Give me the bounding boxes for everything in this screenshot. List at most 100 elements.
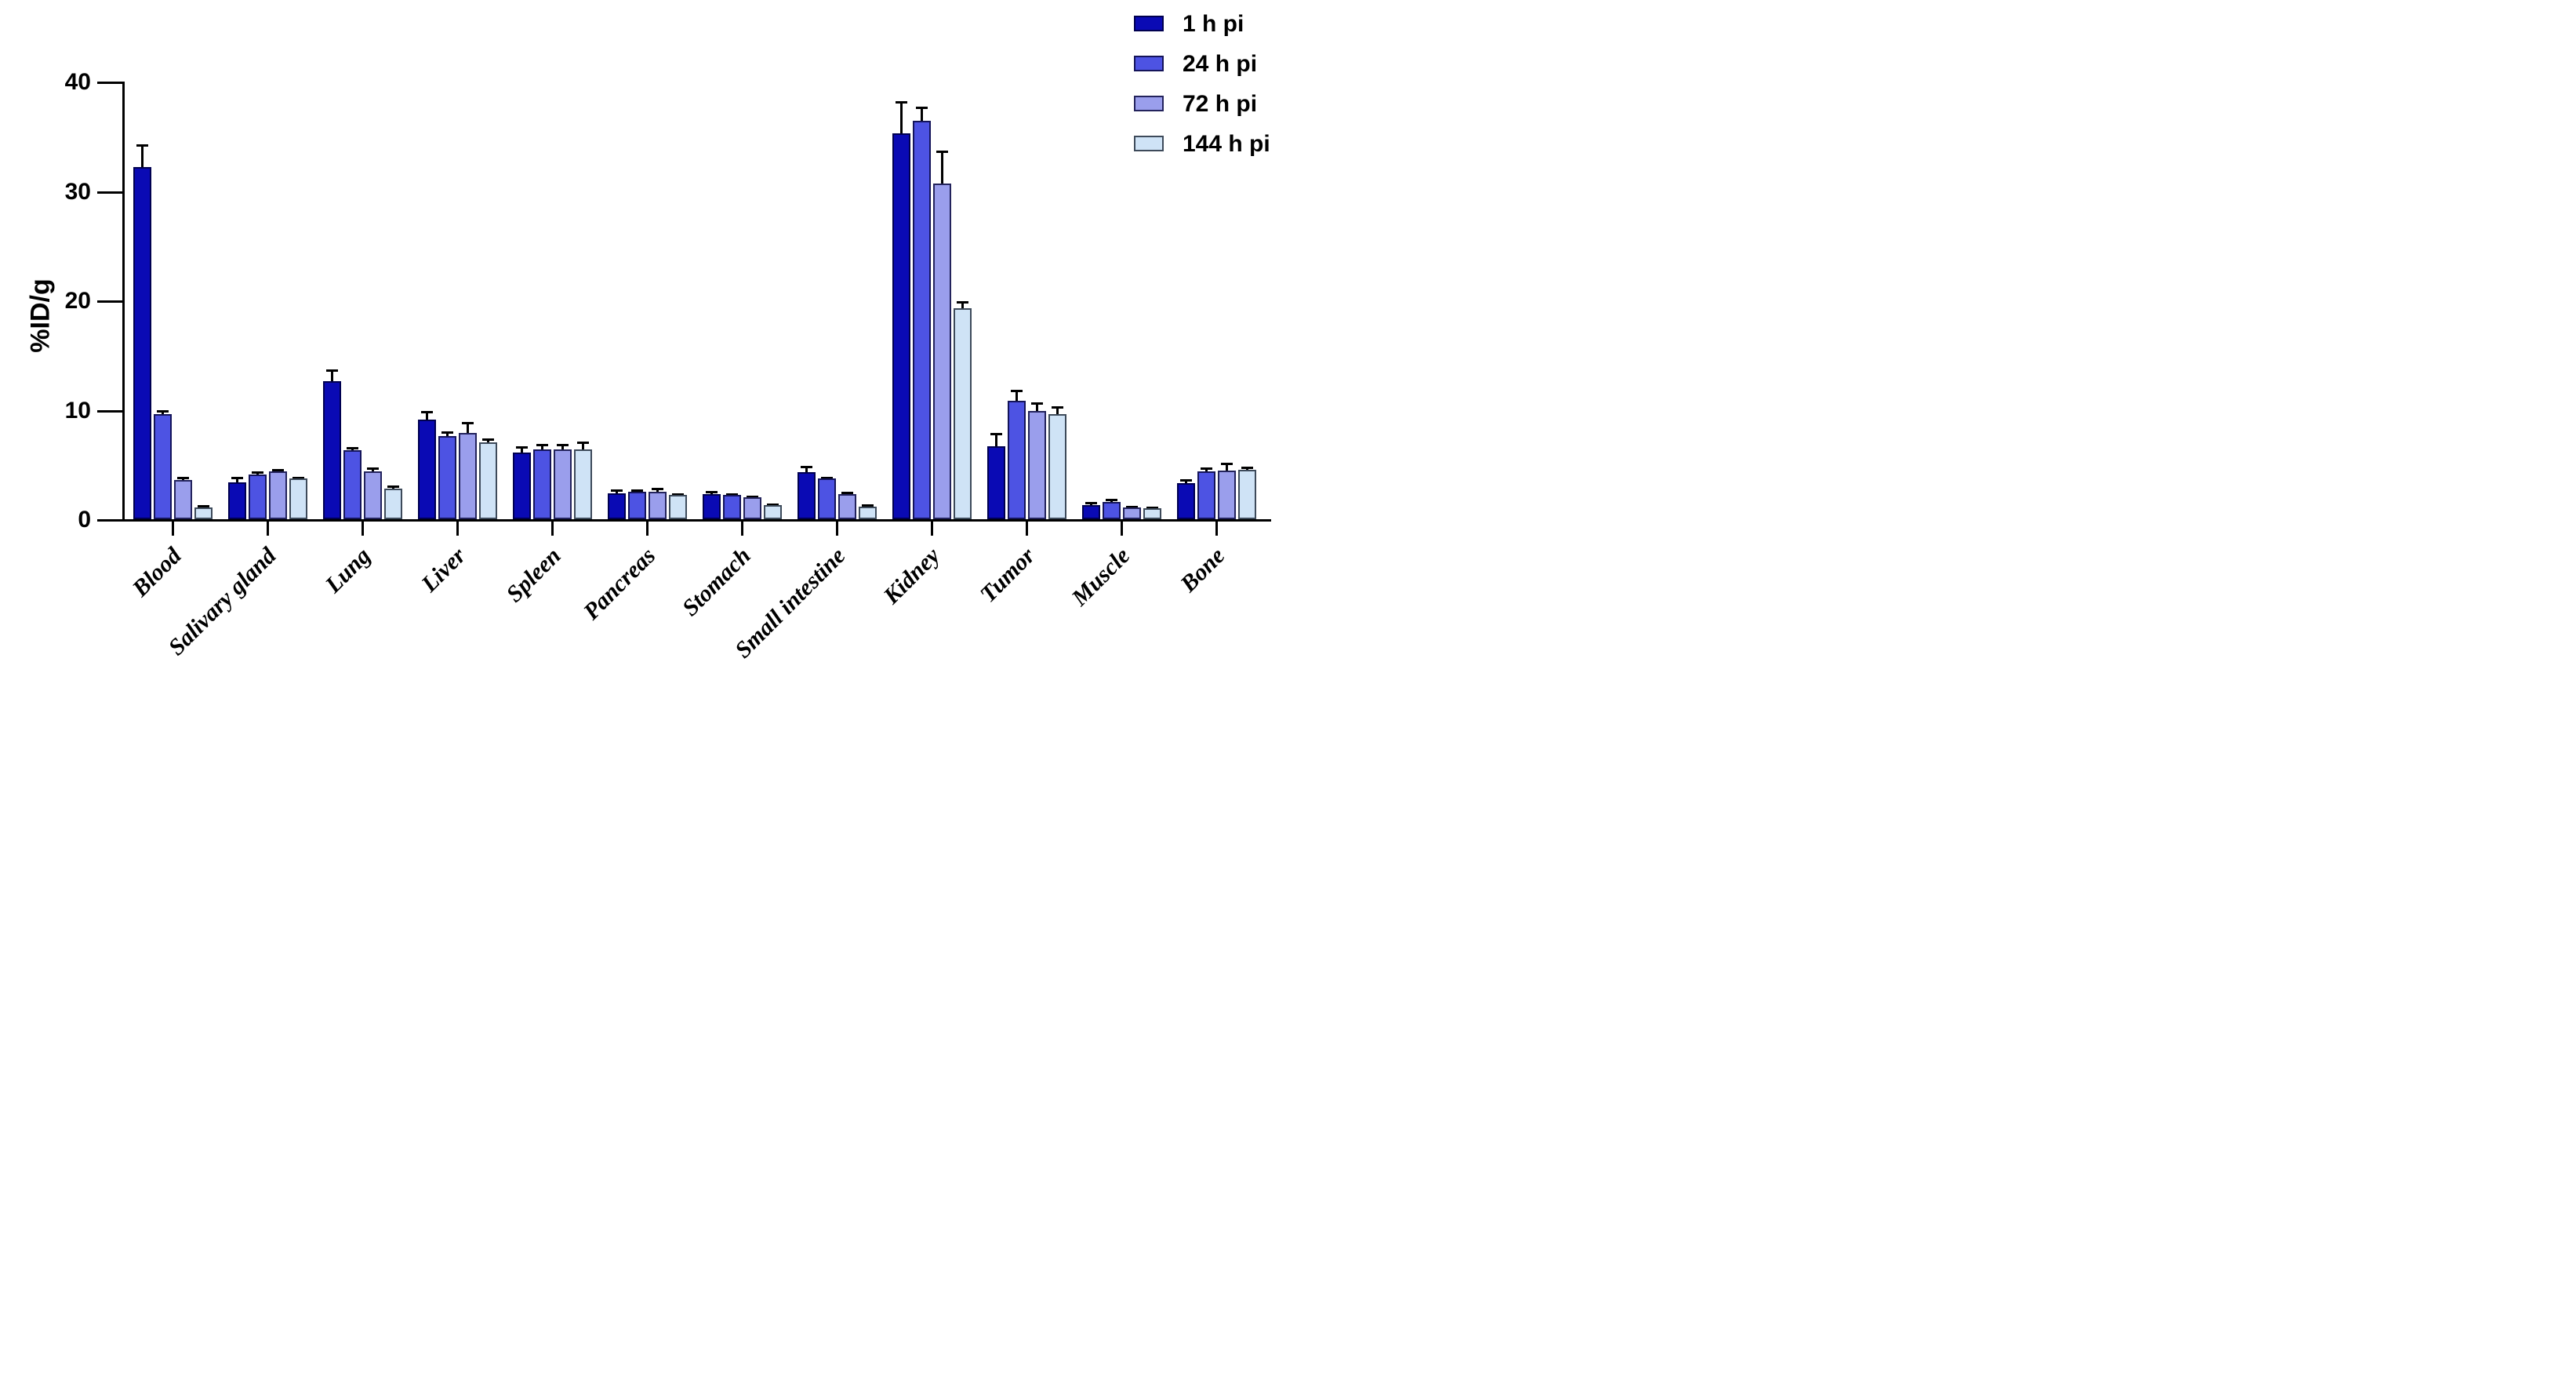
error-bar-cap — [420, 410, 433, 413]
bar-1hpi-small-intestine — [797, 472, 816, 519]
y-tick-label: 40 — [64, 69, 91, 95]
y-tick-label: 30 — [64, 178, 91, 205]
bar-24hpi-pancreas — [627, 492, 646, 519]
error-bar-cap — [576, 441, 589, 444]
error-bar-stem — [561, 444, 564, 453]
bar-144hpi-spleen — [573, 449, 592, 519]
category-label: Pancreas — [578, 543, 661, 625]
error-bar-stem — [1225, 463, 1228, 474]
x-tick — [835, 522, 838, 536]
error-bar-cap — [1085, 502, 1097, 505]
bar-24hpi-small-intestine — [817, 478, 836, 519]
error-bar-cap — [1105, 499, 1117, 502]
error-bar-stem — [1055, 406, 1059, 418]
bar-24hpi-liver — [438, 435, 456, 519]
error-bar-stem — [371, 467, 374, 475]
error-bar-stem — [1015, 390, 1018, 405]
error-bar-cap — [231, 476, 243, 479]
error-bar-cap — [861, 504, 874, 507]
category-label: Blood — [127, 543, 187, 602]
bar-144hpi-kidney — [953, 307, 972, 519]
bar-72hpi-blood — [173, 479, 192, 519]
error-bar-stem — [161, 409, 164, 418]
bar-72hpi-pancreas — [648, 492, 667, 519]
error-bar-stem — [391, 485, 394, 492]
x-tick — [171, 522, 174, 536]
bar-144hpi-liver — [478, 442, 497, 519]
error-bar-cap — [725, 493, 738, 496]
bar-24hpi-tumor — [1007, 401, 1026, 519]
error-bar-stem — [466, 421, 469, 436]
bar-144hpi-muscle — [1143, 508, 1161, 519]
error-bar-cap — [705, 490, 718, 493]
error-bar-stem — [920, 107, 923, 125]
bar-1hpi-muscle — [1081, 504, 1100, 519]
error-bar-stem — [1204, 467, 1208, 475]
error-bar-cap — [841, 492, 853, 495]
error-bar-stem — [940, 150, 943, 187]
error-bar-cap — [915, 107, 928, 110]
x-tick — [1120, 522, 1123, 536]
bar-24hpi-kidney — [912, 121, 931, 519]
error-bar-stem — [1245, 467, 1248, 474]
x-tick — [1025, 522, 1028, 536]
error-bar-cap — [1051, 406, 1063, 409]
error-bar-stem — [656, 488, 659, 496]
error-bar-cap — [1200, 467, 1212, 471]
error-bar-cap — [481, 438, 494, 441]
plot-area: 0 10 20 30 40 Blood Salivary gland Lung Liver Spl… — [0, 0, 1288, 695]
category-label: Lung — [320, 543, 376, 598]
error-bar-stem — [1035, 402, 1038, 414]
bar-72hpi-salivary-gland — [268, 471, 287, 519]
category-label: Kidney — [878, 543, 946, 609]
bar-24hpi-blood — [153, 414, 172, 519]
error-bar-stem — [486, 438, 489, 446]
y-tick — [97, 519, 122, 522]
bar-144hpi-stomach — [763, 504, 782, 519]
legend: 1 h pi 24 h pi 72 h pi 144 h pi — [1134, 11, 1283, 180]
bar-1hpi-bone — [1176, 482, 1195, 519]
error-bar-cap — [346, 446, 358, 449]
bar-1hpi-salivary-gland — [227, 482, 246, 519]
bar-72hpi-liver — [458, 432, 477, 519]
error-bar-cap — [461, 421, 474, 424]
category-label: Liver — [416, 543, 471, 598]
error-bar-cap — [176, 476, 189, 479]
error-bar-cap — [1220, 463, 1233, 466]
bar-1hpi-spleen — [512, 452, 531, 519]
error-bar-cap — [820, 476, 833, 479]
error-bar-cap — [325, 369, 338, 372]
category-label: Spleen — [501, 543, 566, 608]
bar-1hpi-lung — [322, 381, 341, 519]
y-tick-label: 20 — [64, 288, 91, 314]
bar-144hpi-lung — [383, 488, 402, 519]
legend-swatch — [1134, 56, 1164, 71]
error-bar-cap — [956, 301, 968, 304]
error-bar-stem — [445, 431, 449, 439]
error-bar-stem — [710, 490, 713, 497]
error-bar-stem — [581, 441, 584, 453]
category-label: Tumor — [975, 543, 1041, 608]
bar-144hpi-pancreas — [668, 495, 687, 519]
bar-144hpi-tumor — [1048, 414, 1066, 519]
error-bar-cap — [1125, 505, 1138, 508]
category-label: Muscle — [1066, 543, 1135, 611]
error-bar-cap — [556, 444, 569, 447]
bar-1hpi-kidney — [892, 133, 910, 519]
bar-72hpi-spleen — [553, 449, 572, 519]
bar-1hpi-tumor — [986, 445, 1005, 519]
error-bar-stem — [425, 410, 428, 424]
y-axis-line — [122, 82, 125, 522]
error-bar-cap — [271, 468, 284, 471]
error-bar-stem — [140, 144, 144, 170]
y-tick — [97, 409, 122, 413]
bar-1hpi-liver — [417, 420, 436, 519]
error-bar-stem — [330, 369, 333, 385]
bar-72hpi-tumor — [1027, 410, 1046, 519]
bar-24hpi-muscle — [1102, 501, 1121, 519]
error-bar-cap — [1146, 506, 1158, 509]
category-label: Bone — [1175, 543, 1230, 598]
error-bar-stem — [961, 301, 964, 311]
error-bar-stem — [1184, 479, 1187, 486]
error-bar-cap — [1010, 390, 1023, 393]
